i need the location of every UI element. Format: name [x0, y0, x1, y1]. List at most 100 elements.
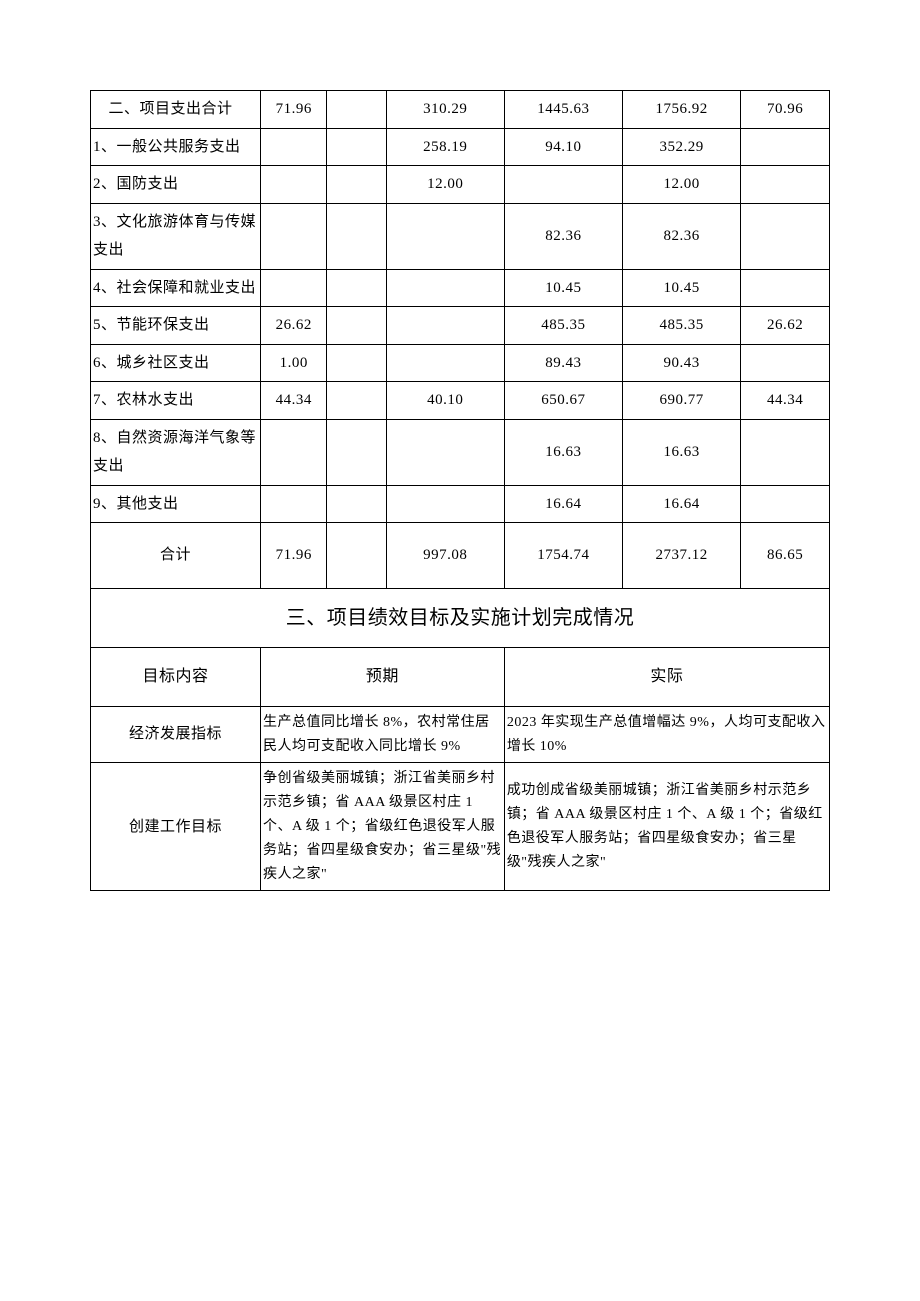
- cell-c1: [260, 128, 327, 166]
- table-row: 8、自然资源海洋气象等支出 16.6316.63: [91, 419, 830, 485]
- cell-c5: 485.35: [623, 307, 741, 345]
- goals-col3: 实际: [504, 647, 829, 706]
- cell-c6: 26.62: [741, 307, 830, 345]
- row-label: 4、社会保障和就业支出: [91, 269, 261, 307]
- cell-c6: [741, 344, 830, 382]
- cell-c2: [327, 166, 386, 204]
- row-label: 2、国防支出: [91, 166, 261, 204]
- cell-c2: [327, 269, 386, 307]
- table-row: 3、文化旅游体育与传媒支出 82.3682.36: [91, 203, 830, 269]
- goal-label: 创建工作目标: [91, 763, 261, 891]
- total-c1: 71.96: [260, 523, 327, 589]
- section-title: 三、项目绩效目标及实施计划完成情况: [91, 588, 830, 647]
- goals-header-row: 目标内容 预期 实际: [91, 647, 830, 706]
- cell-c4: 16.63: [504, 419, 622, 485]
- goals-col2: 预期: [260, 647, 504, 706]
- total-c2: [327, 523, 386, 589]
- goal-expected: 争创省级美丽城镇；浙江省美丽乡村示范乡镇；省 AAA 级景区村庄 1 个、A 级…: [260, 763, 504, 891]
- cell-c5: 352.29: [623, 128, 741, 166]
- row-label: 1、一般公共服务支出: [91, 128, 261, 166]
- cell-c6: 70.96: [741, 91, 830, 129]
- row-label: 9、其他支出: [91, 485, 261, 523]
- cell-c5: 90.43: [623, 344, 741, 382]
- goals-row-1: 经济发展指标 生产总值同比增长 8%，农村常住居民人均可支配收入同比增长 9% …: [91, 706, 830, 763]
- table-row: 6、城乡社区支出1.00 89.4390.43: [91, 344, 830, 382]
- cell-c4: 82.36: [504, 203, 622, 269]
- cell-c1: [260, 166, 327, 204]
- cell-c3: 12.00: [386, 166, 504, 204]
- cell-c1: 71.96: [260, 91, 327, 129]
- cell-c5: 690.77: [623, 382, 741, 420]
- goal-expected: 生产总值同比增长 8%，农村常住居民人均可支配收入同比增长 9%: [260, 706, 504, 763]
- cell-c1: 26.62: [260, 307, 327, 345]
- cell-c6: [741, 485, 830, 523]
- cell-c1: [260, 269, 327, 307]
- goal-label: 经济发展指标: [91, 706, 261, 763]
- cell-c2: [327, 344, 386, 382]
- expenditure-table: 二、项目支出合计71.96310.291445.631756.9270.961、…: [90, 90, 830, 891]
- document-page: 二、项目支出合计71.96310.291445.631756.9270.961、…: [0, 0, 920, 891]
- cell-c2: [327, 307, 386, 345]
- total-label: 合计: [91, 523, 261, 589]
- cell-c4: 16.64: [504, 485, 622, 523]
- cell-c2: [327, 91, 386, 129]
- cell-c1: 44.34: [260, 382, 327, 420]
- cell-c4: 94.10: [504, 128, 622, 166]
- cell-c4: 89.43: [504, 344, 622, 382]
- total-c6: 86.65: [741, 523, 830, 589]
- row-label: 6、城乡社区支出: [91, 344, 261, 382]
- cell-c4: [504, 166, 622, 204]
- section-title-row: 三、项目绩效目标及实施计划完成情况: [91, 588, 830, 647]
- total-c4: 1754.74: [504, 523, 622, 589]
- cell-c1: [260, 485, 327, 523]
- cell-c4: 1445.63: [504, 91, 622, 129]
- table-row: 7、农林水支出44.3440.10650.67690.7744.34: [91, 382, 830, 420]
- cell-c4: 650.67: [504, 382, 622, 420]
- cell-c2: [327, 419, 386, 485]
- row-label: 二、项目支出合计: [91, 91, 261, 129]
- cell-c3: [386, 485, 504, 523]
- goal-actual: 2023 年实现生产总值增幅达 9%，人均可支配收入增长 10%: [504, 706, 829, 763]
- cell-c5: 82.36: [623, 203, 741, 269]
- cell-c6: [741, 128, 830, 166]
- table-total-row: 合计 71.96 997.08 1754.74 2737.12 86.65: [91, 523, 830, 589]
- cell-c3: [386, 307, 504, 345]
- cell-c6: [741, 203, 830, 269]
- cell-c2: [327, 382, 386, 420]
- row-label: 3、文化旅游体育与传媒支出: [91, 203, 261, 269]
- cell-c2: [327, 128, 386, 166]
- cell-c5: 16.63: [623, 419, 741, 485]
- cell-c6: 44.34: [741, 382, 830, 420]
- cell-c2: [327, 485, 386, 523]
- goal-actual: 成功创成省级美丽城镇；浙江省美丽乡村示范乡镇；省 AAA 级景区村庄 1 个、A…: [504, 763, 829, 891]
- cell-c1: 1.00: [260, 344, 327, 382]
- table-row: 二、项目支出合计71.96 310.291445.631756.9270.96: [91, 91, 830, 129]
- cell-c6: [741, 166, 830, 204]
- row-label: 8、自然资源海洋气象等支出: [91, 419, 261, 485]
- cell-c5: 10.45: [623, 269, 741, 307]
- cell-c4: 485.35: [504, 307, 622, 345]
- row-label: 5、节能环保支出: [91, 307, 261, 345]
- cell-c5: 16.64: [623, 485, 741, 523]
- cell-c3: [386, 419, 504, 485]
- total-c3: 997.08: [386, 523, 504, 589]
- table-row: 9、其他支出 16.6416.64: [91, 485, 830, 523]
- cell-c6: [741, 419, 830, 485]
- cell-c1: [260, 203, 327, 269]
- total-c5: 2737.12: [623, 523, 741, 589]
- cell-c5: 1756.92: [623, 91, 741, 129]
- table-row: 1、一般公共服务支出 258.1994.10352.29: [91, 128, 830, 166]
- cell-c5: 12.00: [623, 166, 741, 204]
- cell-c4: 10.45: [504, 269, 622, 307]
- cell-c3: [386, 269, 504, 307]
- cell-c3: [386, 203, 504, 269]
- table-row: 5、节能环保支出26.62485.35485.3526.62: [91, 307, 830, 345]
- cell-c6: [741, 269, 830, 307]
- table-row: 2、国防支出 12.00 12.00: [91, 166, 830, 204]
- goals-row-2: 创建工作目标 争创省级美丽城镇；浙江省美丽乡村示范乡镇；省 AAA 级景区村庄 …: [91, 763, 830, 891]
- row-label: 7、农林水支出: [91, 382, 261, 420]
- cell-c3: 258.19: [386, 128, 504, 166]
- cell-c3: 310.29: [386, 91, 504, 129]
- cell-c3: 40.10: [386, 382, 504, 420]
- cell-c3: [386, 344, 504, 382]
